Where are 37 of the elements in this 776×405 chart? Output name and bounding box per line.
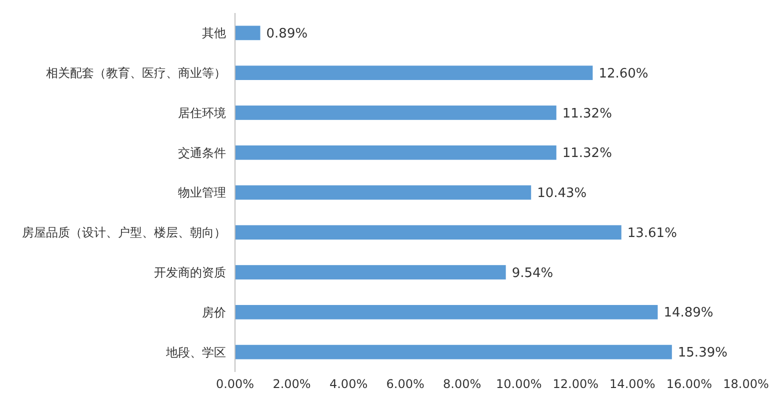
bar	[235, 26, 260, 40]
data-label: 12.60%	[598, 66, 648, 82]
data-label: 13.61%	[627, 226, 677, 241]
bar	[235, 265, 506, 280]
y-tick-label: 其他	[202, 26, 226, 40]
y-tick-label: 房屋品质（设计、户型、楼层、朝向）	[22, 226, 226, 240]
y-tick-label: 居住环境	[178, 106, 226, 120]
data-label: 9.54%	[512, 266, 554, 281]
y-tick-label: 相关配套（教育、医疗、商业等）	[46, 66, 226, 80]
data-label: 11.32%	[562, 146, 612, 162]
data-label: 11.32%	[562, 106, 612, 122]
bar	[235, 145, 556, 160]
bar	[235, 225, 622, 240]
x-tick-label: 12.00%	[552, 377, 599, 392]
y-tick-label: 物业管理	[178, 186, 226, 200]
x-tick-label: 4.00%	[329, 377, 368, 392]
bar	[235, 304, 658, 320]
y-tick-label: 地段、学区	[165, 345, 226, 360]
data-label: 0.89%	[266, 26, 308, 42]
x-tick-label: 6.00%	[386, 377, 424, 392]
x-tick-label: 8.00%	[443, 377, 482, 392]
bar	[235, 66, 593, 80]
data-label: 14.89%	[664, 306, 714, 321]
bar	[235, 344, 672, 360]
x-tick-label: 16.00%	[666, 377, 712, 392]
data-label: 15.39%	[678, 346, 728, 361]
x-tick-label: 0.00%	[216, 377, 254, 392]
x-tick-label: 2.00%	[272, 377, 311, 392]
x-tick-label: 10.00%	[496, 377, 542, 392]
x-tick-label: 14.00%	[610, 377, 656, 392]
x-tick-label: 18.00%	[723, 377, 769, 392]
bar	[235, 185, 532, 200]
y-tick-label: 交通条件	[178, 146, 226, 160]
bar	[235, 106, 556, 120]
y-tick-label: 开发商的资质	[154, 265, 226, 280]
data-label: 10.43%	[537, 186, 587, 202]
y-tick-label: 房价	[202, 305, 226, 320]
